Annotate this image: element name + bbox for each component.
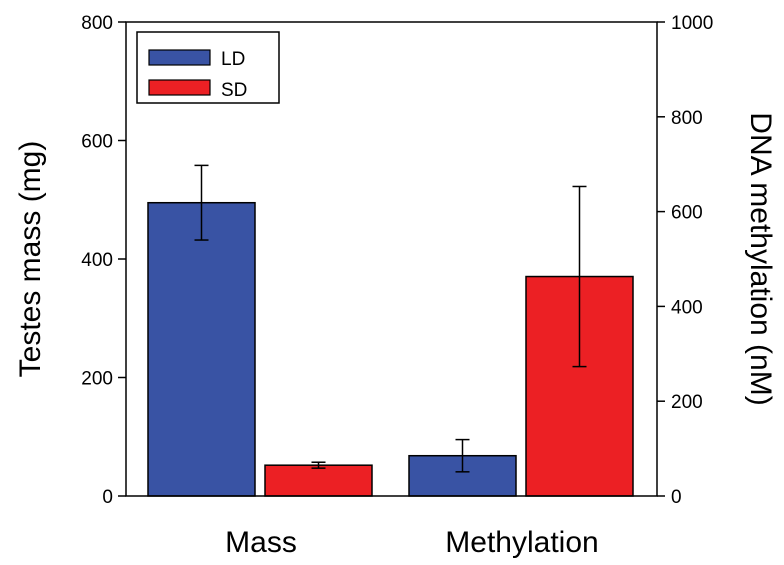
legend-swatch-ld — [148, 49, 211, 66]
left-axis-title: Testes mass (mg) — [14, 141, 47, 378]
error-bar-ld-mass — [194, 164, 209, 241]
legend-label-sd: SD — [221, 80, 247, 101]
category-label-methylation: Methylation — [445, 526, 598, 559]
right-tick-label: 1000 — [671, 13, 713, 34]
legend-label-ld: LD — [221, 49, 245, 70]
error-bar-sd-mass — [311, 461, 326, 469]
bars-layer — [147, 201, 634, 497]
left-axis-ticks: 0 200 400 600 800 — [81, 13, 126, 508]
legend: LD SD — [136, 31, 280, 104]
left-tick-label: 600 — [81, 132, 113, 153]
legend-swatch-sd — [148, 79, 211, 96]
right-tick-label: 600 — [671, 203, 703, 224]
left-tick-label: 0 — [102, 487, 113, 508]
right-tick-label: 200 — [671, 392, 703, 413]
right-tick-label: 400 — [671, 297, 703, 318]
right-tick-label: 0 — [671, 487, 682, 508]
error-bar-sd-methylation — [572, 185, 587, 368]
bar-sd-mass — [264, 464, 373, 497]
left-tick-label: 400 — [81, 250, 113, 271]
left-tick-label: 200 — [81, 369, 113, 390]
right-axis-title: DNA methylation (nM) — [744, 112, 777, 405]
error-bars-layer — [194, 164, 587, 473]
left-tick-label: 800 — [81, 13, 113, 34]
right-axis-ticks: 0 200 400 600 800 1000 — [657, 13, 713, 508]
error-bar-ld-methylation — [455, 438, 470, 473]
bar-ld-mass — [147, 201, 256, 497]
category-label-mass: Mass — [225, 526, 297, 559]
right-tick-label: 800 — [671, 108, 703, 129]
